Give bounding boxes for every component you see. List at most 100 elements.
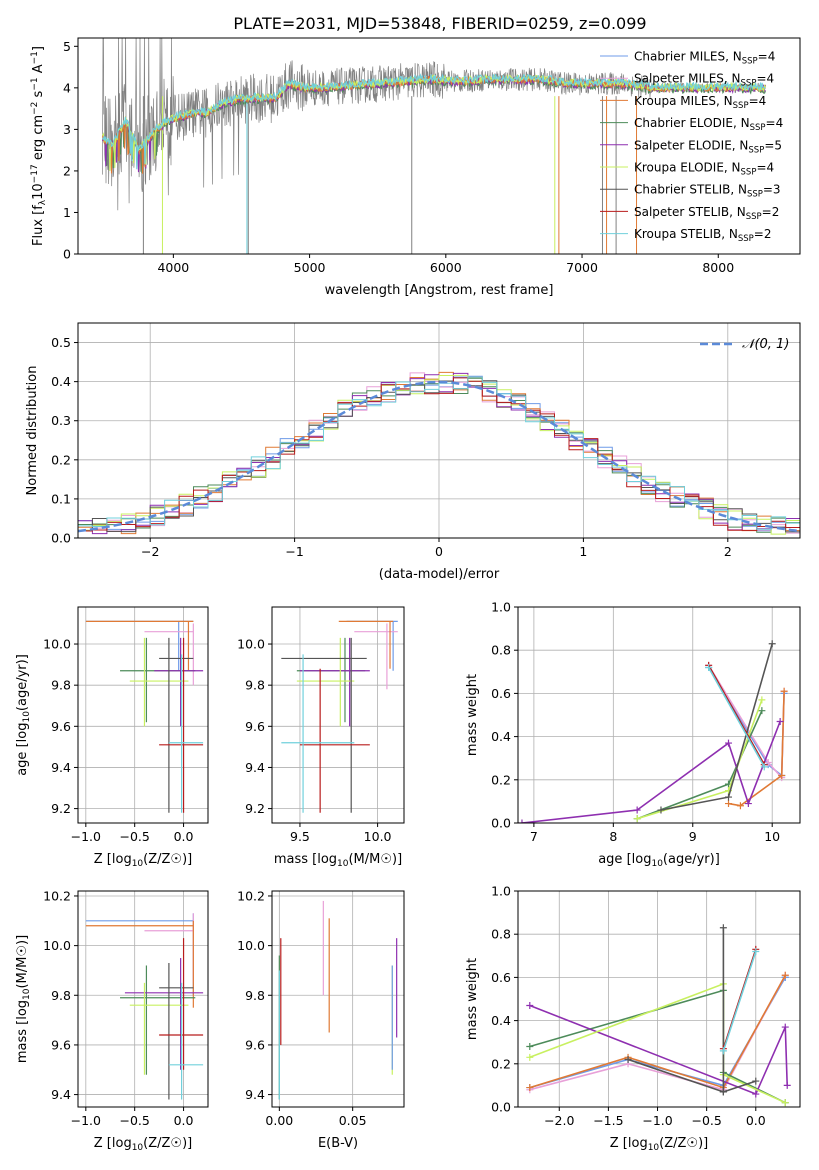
- age_vs_mass-point: [296, 637, 355, 727]
- spectrum-legend-label: Chabrier MILES, NSSP=4: [634, 50, 775, 67]
- residuals-xtick-label: 0: [435, 544, 443, 559]
- weight_vs_Z-marker: [752, 1077, 760, 1085]
- weight_vs_age-ytick-label: 0.6: [491, 686, 511, 701]
- age_vs_mass-point: [281, 637, 367, 813]
- figure-title: PLATE=2031, MJD=53848, FIBERID=0259, z=0…: [233, 14, 646, 33]
- weight_vs_age-marker: [780, 687, 788, 695]
- weight_vs_age-series-kroupa_miles: [728, 691, 785, 807]
- age_vs_Z-ytick-label: 10.0: [43, 637, 71, 652]
- mass_vs_ebv-ytick-label: 9.4: [245, 1087, 265, 1102]
- mass_vs_ebv-axes: 0.00 0.05 9.4 9.6 9.8 10.0 10.2 E(B-V): [237, 888, 405, 1151]
- mass_vs_Z-point: [124, 958, 204, 1070]
- spectrum-ytick-label: 4: [63, 80, 71, 95]
- spectrum-legend-entry: Kroupa STELIB, NSSP=2: [600, 227, 772, 244]
- mass_vs_Z-ytick-label: 10.2: [43, 888, 71, 903]
- mass_vs_Z-point: [168, 982, 204, 1100]
- weight_vs_age-xtick-label: 7: [530, 829, 538, 844]
- residuals-legend-label: 𝒩(0, 1): [742, 337, 789, 352]
- weight_vs_Z-marker: [781, 971, 789, 979]
- age_vs_Z-plot-area: [85, 620, 204, 813]
- weight_vs_age-marker: [778, 771, 786, 779]
- weight_vs_Z-marker: [526, 1084, 534, 1092]
- weight_vs_age-ytick-label: 0.2: [491, 772, 511, 787]
- spectrum-legend-entry: Salpeter ELODIE, NSSP=5: [600, 138, 782, 155]
- weight_vs_Z-marker: [719, 1047, 727, 1055]
- spectrum-legend-label: Kroupa ELODIE, NSSP=4: [634, 161, 774, 178]
- weight_vs_age-series-salpeter_stelib: [707, 664, 765, 766]
- spectrum-xtick-label: 4000: [157, 260, 189, 275]
- weight_vs_Z-xtick-label: 0.0: [746, 1113, 766, 1128]
- mass-vs-ebv-xlabel: E(B-V): [318, 1136, 358, 1151]
- weight_vs_Z-series-kroupa_stelib: [722, 951, 757, 1052]
- weight_vs_age-xtick-label: 8: [609, 829, 617, 844]
- spectrum-legend-label: Kroupa MILES, NSSP=4: [634, 94, 766, 111]
- residuals-xtick-label: −1: [285, 544, 303, 559]
- weight_vs_Z-ytick-label: 1.0: [491, 884, 511, 899]
- weight_vs_Z-marker: [752, 1090, 760, 1098]
- age_vs_Z-point: [154, 637, 204, 727]
- spectrum-legend-label: Salpeter ELODIE, NSSP=5: [634, 138, 782, 155]
- spectrum-xlabel: wavelength [Angstrom, rest frame]: [325, 283, 554, 298]
- residuals-ytick-label: 0.4: [51, 374, 71, 389]
- weight_vs_age-marker: [657, 806, 665, 814]
- age_vs_mass-ytick-label: 9.6: [245, 719, 265, 734]
- weight_vs_age-marker: [768, 640, 776, 648]
- weight_vs_age-xtick-label: 9: [689, 829, 697, 844]
- weight_vs_age-ytick-label: 0.4: [491, 729, 511, 744]
- age_vs_Z-ytick-label: 9.6: [51, 719, 71, 734]
- mass_vs_ebv-xtick-label: 0.00: [265, 1113, 293, 1128]
- weight_vs_Z-ytick-label: 0.2: [491, 1056, 511, 1071]
- age_vs_mass-point: [299, 668, 370, 813]
- weight_vs_Z-ytick-label: 0.6: [491, 970, 511, 985]
- weight_vs_Z-plot-area: [526, 924, 791, 1107]
- age_vs_Z-point: [144, 623, 194, 686]
- spectrum-frame: [77, 37, 801, 255]
- weight_vs_Z-axes: −2.0 −1.5 −1.0 −0.5 0.0 0.0 0.2 0.4 0.6 0.8 1.0 mas…: [465, 884, 801, 1153]
- weight_vs_age-plot-area: [518, 640, 788, 823]
- weight_vs_Z-ytick-label: 0.8: [491, 927, 511, 942]
- weight_vs_Z-xtick-label: −1.5: [593, 1113, 623, 1128]
- weight_vs_age-marker: [705, 663, 713, 671]
- spectrum-ytick-label: 2: [63, 163, 71, 178]
- mass-vs-z-ylabel: mass [log10(M/M☉)]: [15, 935, 32, 1063]
- age_vs_Z-xtick-label: 0.0: [174, 829, 194, 844]
- mass_vs_Z-axes: −1.0 −0.5 0.0 9.4 9.6 9.8 10.0 10.2 Z [log10(Z/Z…: [15, 888, 209, 1153]
- weight_vs_age-marker: [758, 696, 766, 704]
- weight_vs_age-axes: 7 8 9 10 0.0 0.2 0.4 0.6 0.8 1.0 mass weight age [l…: [465, 600, 801, 869]
- residuals-hist-kroupa_stelib: [78, 376, 800, 530]
- age_vs_Z-ytick-label: 9.8: [51, 678, 71, 693]
- weight_vs_Z-series-salpeter_elodie: [529, 1004, 788, 1096]
- spectrum-ytick-label: 1: [63, 205, 71, 220]
- weight_vs_age-series-kroupa_stelib: [707, 667, 765, 768]
- weight_vs_Z-xtick-label: −0.5: [691, 1113, 721, 1128]
- weight_vs_age-marker: [764, 759, 772, 767]
- age_vs_Z-point: [159, 637, 194, 813]
- mass_vs_ebv-plot-area: [278, 900, 398, 1100]
- spectrum-xtick-label: 8000: [702, 260, 734, 275]
- weight_vs_age-marker: [725, 800, 733, 808]
- weight_vs_Z-marker: [526, 1053, 534, 1061]
- weight_vs_Z-series-chabrier_stelib: [627, 927, 757, 1094]
- mass_vs_Z-ytick-label: 9.8: [51, 988, 71, 1003]
- weight_vs_age-ytick-label: 0.8: [491, 643, 511, 658]
- age_vs_mass-point: [338, 620, 394, 669]
- mass-vs-z-xlabel: Z [log10(Z/Z☉)]: [94, 1136, 192, 1153]
- residuals-xtick-label: −2: [141, 544, 159, 559]
- weight_vs_age-xtick-label: 10: [764, 829, 780, 844]
- weight_vs_age-marker: [633, 815, 641, 823]
- mass_vs_Z-point: [120, 965, 196, 1075]
- weight_vs_age-marker: [725, 739, 733, 747]
- weight_vs_Z-ytick-label: 0.4: [491, 1013, 511, 1028]
- weight_vs_Z-marker: [526, 1001, 534, 1009]
- spectrum-legend-entry: Salpeter MILES, NSSP=4: [600, 72, 774, 89]
- weight_vs_Z-xtick-label: −2.0: [544, 1113, 574, 1128]
- weight_vs_age-marker: [758, 707, 766, 715]
- mass_vs_Z-frame: [77, 890, 209, 1108]
- age_vs_Z-ytick-label: 9.4: [51, 760, 71, 775]
- spectrum-legend-entry: Salpeter STELIB, NSSP=2: [600, 205, 779, 222]
- age-vs-z-ylabel: age [log10(age/yr)]: [15, 654, 32, 776]
- spectrum-ytick-label: 3: [63, 122, 71, 137]
- mass_vs_ebv-ytick-label: 9.6: [245, 1037, 265, 1052]
- residuals-ytick-label: 0.5: [51, 335, 71, 350]
- weight_vs_age-marker: [518, 819, 526, 823]
